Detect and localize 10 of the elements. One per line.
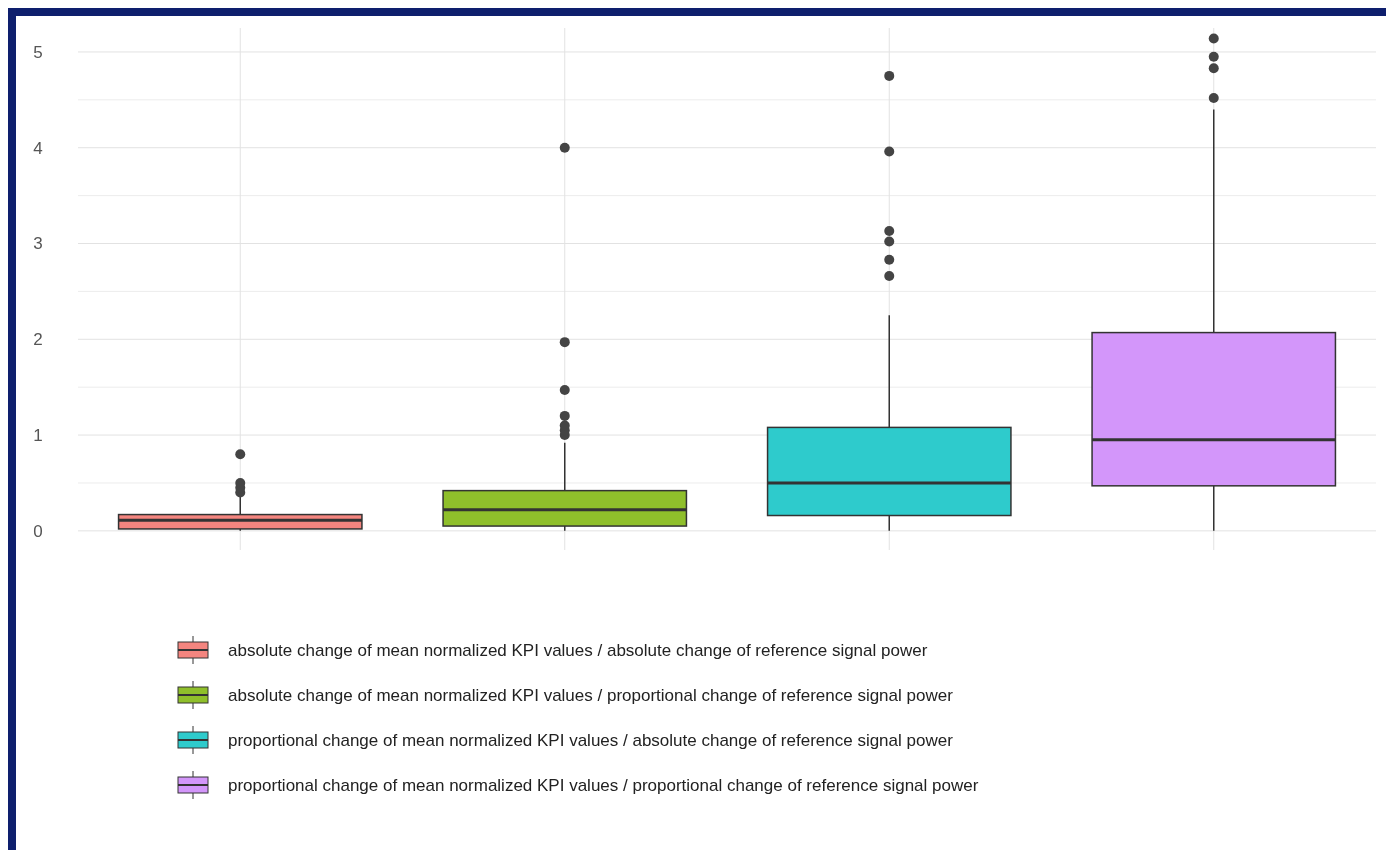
y-tick-label: 1 <box>33 426 43 446</box>
legend-label: absolute change of mean normalized KPI values / absolute change of reference signal power <box>228 640 928 660</box>
y-tick-label: 2 <box>33 330 43 350</box>
y-tick-label: 0 <box>33 521 43 541</box>
y-tick-label: 5 <box>33 42 43 62</box>
y-tick-label: 3 <box>33 234 43 254</box>
legend-label: proportional change of mean normalized KPI values / absolute change of reference signal power <box>228 730 954 750</box>
legend-label: absolute change of mean normalized KPI values / proportional change of reference signal power <box>228 685 954 705</box>
legend-label: proportional change of mean normalized KPI values / proportional change of reference signal power <box>228 775 979 795</box>
y-tick-label: 4 <box>33 138 43 158</box>
